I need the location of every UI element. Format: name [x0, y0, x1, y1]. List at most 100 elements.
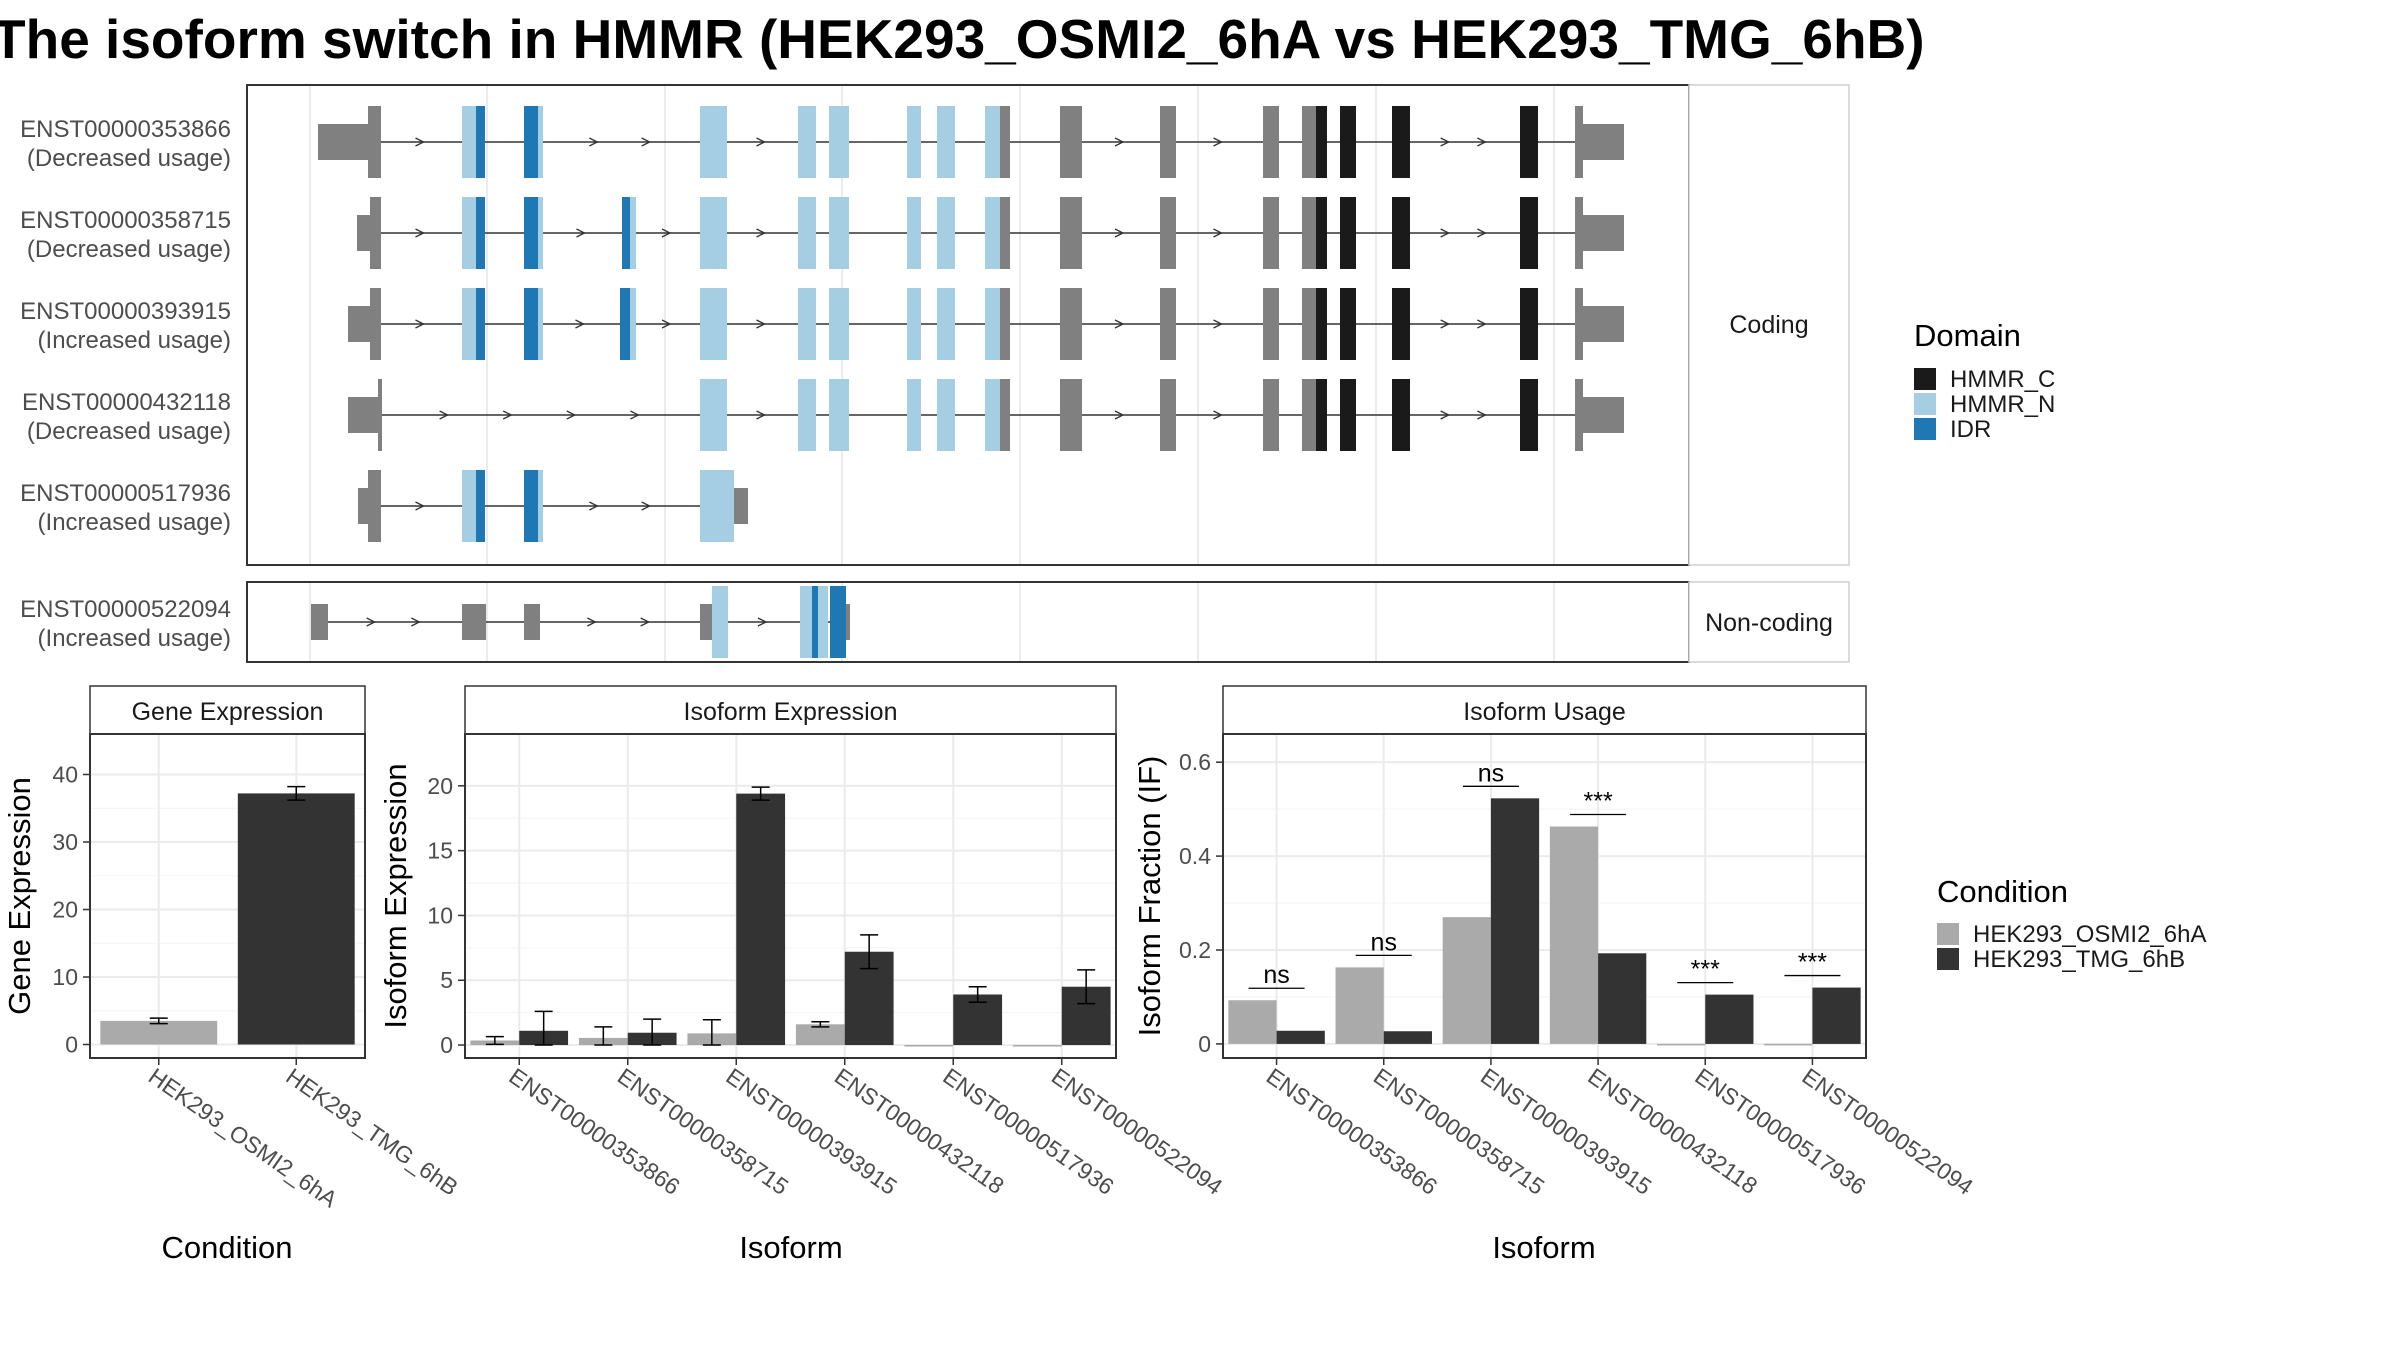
exon-block: [985, 288, 1000, 360]
exon-block: [1302, 106, 1316, 178]
bar: [1812, 987, 1861, 1044]
exon-block: [907, 106, 921, 178]
exon-block: [1575, 288, 1583, 360]
domain-legend-label: HMMR_N: [1950, 391, 2055, 418]
exon-block: [1520, 197, 1538, 269]
bar: [1598, 953, 1647, 1044]
domain-legend-label: IDR: [1950, 416, 1991, 443]
direction-arrow: [1213, 228, 1223, 238]
strip-box: [464, 685, 1117, 735]
domain-legend-label: HMMR_C: [1950, 366, 2055, 393]
direction-arrow: [1114, 319, 1125, 329]
panel-title: Isoform Usage: [1463, 698, 1626, 726]
exon-block: [630, 197, 636, 269]
transcript-label-usage: (Increased usage): [38, 327, 231, 354]
y-tick-label: 0.2: [1179, 937, 1211, 963]
exon-block: [1340, 197, 1356, 269]
domain-legend-key-HMMR_C: [1914, 368, 1936, 390]
exon-block: [1263, 197, 1279, 269]
direction-arrow: [756, 410, 766, 420]
exon-block: [937, 379, 955, 451]
transcript-label-id: ENST00000517936: [20, 480, 231, 507]
transcript-label-usage: (Decreased usage): [27, 145, 231, 172]
exon-block: [1575, 379, 1583, 451]
direction-arrow: [575, 319, 585, 329]
transcript-label-id: ENST00000522094: [20, 596, 231, 623]
exon-block: [538, 197, 543, 269]
domain-legend-title: Domain: [1914, 318, 2021, 353]
exon-block: [1000, 197, 1010, 269]
figure-title: The isoform switch in HMMR (HEK293_OSMI2…: [0, 8, 1925, 70]
transcript-model-ENST00000522094: [311, 586, 850, 658]
strip-coding-box: [1688, 84, 1850, 566]
exon-block: [524, 106, 538, 178]
panel-border: [464, 733, 1117, 1059]
exon-block: [630, 288, 636, 360]
exon-block: [734, 488, 748, 524]
x-axis-title: Isoform: [739, 1230, 842, 1265]
exon-block: [700, 379, 727, 451]
exon-block: [1160, 379, 1176, 451]
strip-coding-label: Coding: [1729, 311, 1808, 339]
exon-block: [1000, 106, 1010, 178]
exon-block: [1392, 379, 1410, 451]
y-axis-title: Gene Expression: [2, 777, 37, 1015]
exon-block: [462, 288, 476, 360]
exon-block: [1392, 106, 1410, 178]
direction-arrow: [1440, 319, 1451, 329]
exon-block: [829, 197, 849, 269]
direction-arrow: [366, 617, 377, 627]
direction-arrow: [1114, 137, 1125, 147]
x-tick-label: ENST00000358715: [1369, 1063, 1549, 1200]
exon-block: [829, 288, 849, 360]
direction-arrow: [589, 137, 599, 147]
exon-block: [798, 106, 816, 178]
exon-block: [700, 470, 734, 542]
bar: [1705, 994, 1754, 1044]
y-tick-label: 40: [52, 762, 78, 788]
exon-block: [907, 288, 921, 360]
exon-block: [524, 288, 538, 360]
exon-block: [830, 586, 846, 658]
gene-structure-panel: Coding Non-coding: [246, 84, 1850, 663]
exon-block: [700, 288, 727, 360]
strip-noncoding-box: [1688, 581, 1850, 663]
strip-box: [1222, 685, 1867, 735]
exon-block: [985, 379, 1000, 451]
transcript-model-ENST00000517936: [358, 470, 748, 542]
significance-label: ns: [1478, 759, 1504, 787]
exon-block: [370, 288, 381, 360]
exon-block: [476, 106, 485, 178]
condition-legend-key: [1937, 923, 1959, 945]
domain-legend-key-HMMR_N: [1914, 393, 1936, 415]
y-tick-label: 0: [440, 1032, 453, 1058]
exon-block: [937, 288, 955, 360]
transcript-label-usage: (Increased usage): [38, 509, 231, 536]
direction-arrow: [1440, 228, 1451, 238]
bar: [1335, 967, 1384, 1044]
exon-block: [1060, 288, 1082, 360]
exon-block: [1316, 288, 1327, 360]
exon-block: [829, 379, 849, 451]
transcript-label-id: ENST00000353866: [20, 116, 231, 143]
exon-block: [798, 288, 816, 360]
exon-block: [348, 306, 370, 342]
exon-block: [538, 470, 543, 542]
condition-legend-label: HEK293_TMG_6hB: [1973, 946, 2185, 973]
exon-block: [937, 197, 955, 269]
transcript-label-id: ENST00000358715: [20, 207, 231, 234]
bar: [1442, 917, 1491, 1044]
exon-block: [1060, 379, 1082, 451]
bar: [904, 1045, 954, 1047]
exon-block: [985, 197, 1000, 269]
y-tick-label: 30: [52, 829, 78, 855]
condition-legend-label: HEK293_OSMI2_6hA: [1973, 921, 2206, 948]
exon-block: [1392, 288, 1410, 360]
exon-block: [985, 106, 1000, 178]
exon-block: [1302, 197, 1316, 269]
exon-block: [700, 604, 712, 640]
exon-block: [1340, 379, 1356, 451]
transcript-label-id: ENST00000393915: [20, 298, 231, 325]
exon-block: [368, 106, 381, 178]
exon-block: [476, 197, 485, 269]
